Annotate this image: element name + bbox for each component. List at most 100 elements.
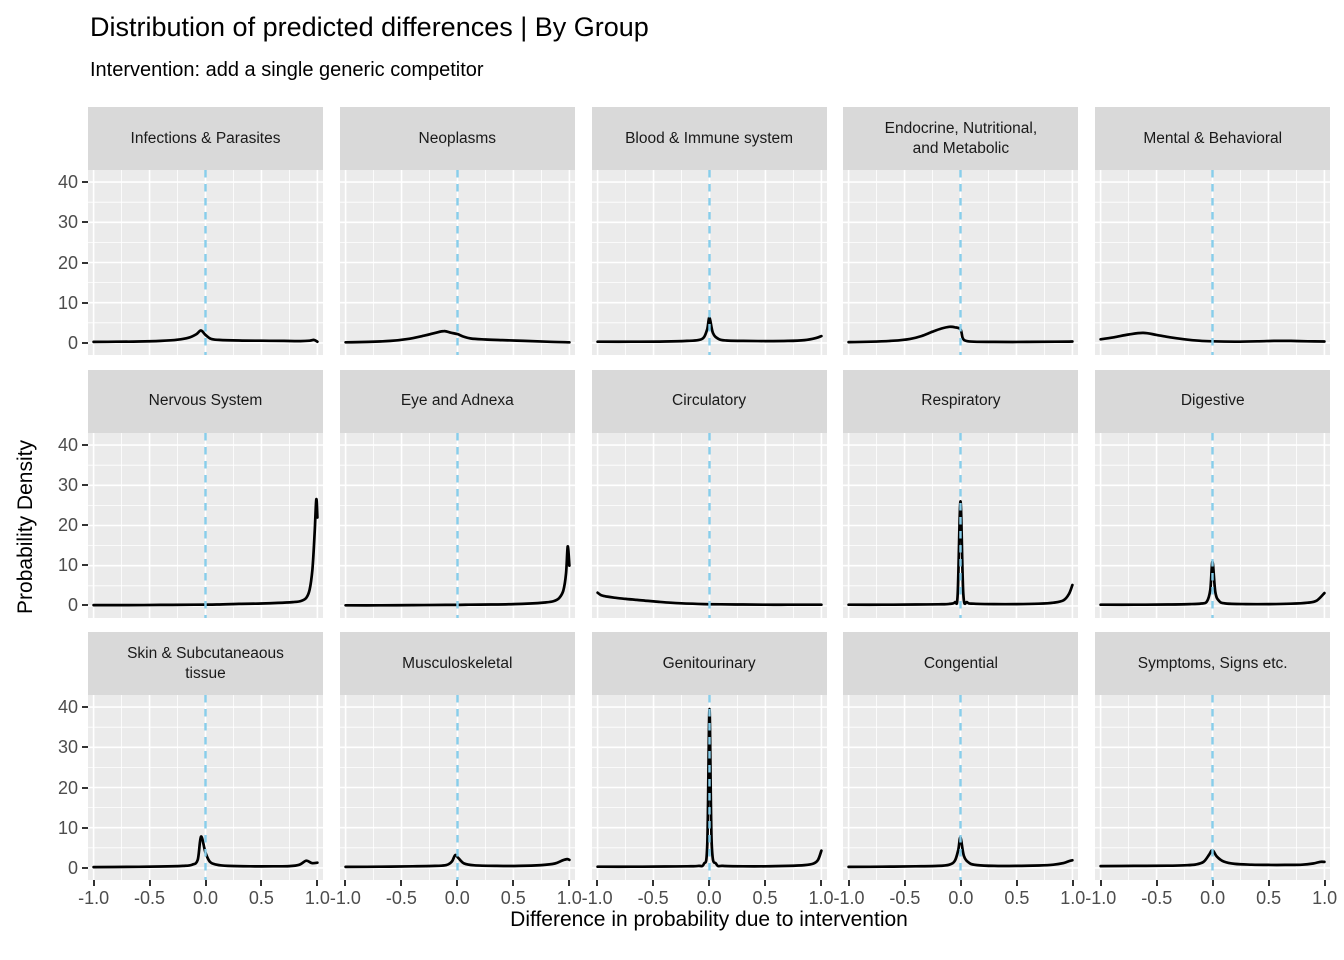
facet-mental-behavioral: Mental & Behavioral — [1095, 107, 1331, 355]
x-tick-label: 0.0 — [444, 888, 470, 908]
x-tick-label: -1.0 — [78, 888, 110, 908]
facet-strip-label: Mental & Behavioral — [1143, 129, 1283, 147]
facet-strip-label: Digestive — [1180, 392, 1245, 410]
y-tick-mark — [82, 604, 88, 607]
facet-blood-immune-system: Blood & Immune system — [591, 107, 827, 355]
x-tick-mark — [456, 880, 459, 886]
x-tick-mark — [596, 880, 599, 886]
x-tick-mark — [1071, 880, 1074, 886]
density-panel — [843, 695, 1079, 880]
density-curve — [92, 835, 319, 869]
x-tick-mark — [903, 880, 906, 886]
x-tick-label: 0.5 — [1004, 888, 1030, 908]
x-tick-mark — [764, 880, 767, 886]
density-curve — [344, 544, 571, 607]
facet-strip-label: Infections & Parasites — [130, 129, 281, 147]
x-tick-label: -1.0 — [581, 888, 613, 908]
facet-strip-label: Nervous System — [148, 392, 263, 410]
x-tick-label: 1.0 — [1312, 888, 1338, 908]
facet-strip: Mental & Behavioral — [1095, 107, 1331, 170]
facet-strip-label: Skin & Subcutaneaous tissue — [127, 645, 284, 682]
facet-congential: Congential — [843, 632, 1079, 880]
x-tick-mark — [568, 880, 571, 886]
facet-musculoskeletal: Musculoskeletal — [339, 632, 575, 880]
facet-symptoms-signs-etc: Symptoms, Signs etc. — [1095, 632, 1331, 880]
density-curve — [847, 499, 1075, 606]
x-tick-mark — [148, 880, 151, 886]
x-tick-label: -1.0 — [1085, 888, 1117, 908]
y-tick-label: 10 — [57, 292, 78, 313]
x-tick-label: -0.5 — [1141, 888, 1173, 908]
facet-eye-and-adnexa: Eye and Adnexa — [339, 369, 575, 618]
y-tick-mark — [82, 261, 88, 264]
x-tick-label: 0.0 — [948, 888, 974, 908]
x-tick-mark — [1155, 880, 1158, 886]
facet-neoplasms: Neoplasms — [339, 107, 575, 355]
x-tick-mark — [400, 880, 403, 886]
y-tick-mark — [82, 866, 88, 869]
facet-skin-subcutaneaous-tissue: Skin & Subcutaneaous tissue — [88, 632, 323, 880]
x-tick-mark — [92, 880, 95, 886]
x-tick-mark — [652, 880, 655, 886]
y-tick-label: 0 — [67, 857, 78, 878]
x-tick-mark — [260, 880, 263, 886]
x-tick-label: 0.5 — [1256, 888, 1282, 908]
plot-title: Distribution of predicted differences | … — [90, 12, 649, 42]
y-tick-mark — [82, 746, 88, 749]
x-tick-mark — [820, 880, 822, 886]
density-curve — [92, 497, 319, 606]
facet-strip: Infections & Parasites — [88, 107, 323, 170]
facet-respiratory: Respiratory — [843, 369, 1079, 618]
y-tick-label: 0 — [67, 332, 78, 353]
density-curve — [1099, 848, 1326, 868]
x-tick-mark — [1015, 880, 1018, 886]
x-tick-label: -0.5 — [889, 888, 921, 908]
facet-strip: Blood & Immune system — [591, 107, 827, 170]
x-tick-mark — [708, 880, 711, 886]
facet-strip: Genitourinary — [591, 632, 827, 695]
facet-genitourinary: Genitourinary — [591, 632, 827, 880]
facet-strip: Symptoms, Signs etc. — [1095, 632, 1331, 695]
y-tick-mark — [82, 341, 88, 344]
y-tick-label: 30 — [57, 474, 78, 495]
facet-strip-label: Congential — [923, 654, 998, 672]
facet-strip: Congential — [843, 632, 1079, 695]
facet-strip: Respiratory — [843, 369, 1079, 433]
x-tick-label: 0.5 — [500, 888, 526, 908]
facet-strip-label: Circulatory — [672, 392, 747, 410]
y-tick-mark — [82, 826, 88, 829]
x-tick-mark — [847, 880, 850, 886]
facet-strip: Skin & Subcutaneaous tissue — [88, 632, 323, 695]
facet-digestive: Digestive — [1095, 369, 1331, 618]
y-axis-title: Probability Density — [14, 440, 37, 614]
density-panel — [88, 432, 323, 618]
x-tick-label: 1.0 — [1060, 888, 1086, 908]
y-tick-mark — [82, 564, 88, 567]
facet-strip-label: Symptoms, Signs etc. — [1137, 654, 1288, 672]
facet-strip: Musculoskeletal — [339, 632, 575, 695]
x-tick-mark — [959, 880, 962, 886]
facet-nervous-system: Nervous System — [88, 369, 323, 618]
facet-strip: Eye and Adnexa — [339, 369, 575, 433]
x-tick-label: 0.0 — [696, 888, 722, 908]
facet-strip: Circulatory — [591, 369, 827, 433]
y-tick-label: 10 — [57, 555, 78, 576]
y-tick-label: 40 — [57, 434, 78, 455]
y-tick-label: 40 — [57, 172, 78, 193]
x-tick-label: -0.5 — [134, 888, 166, 908]
x-tick-label: 1.0 — [556, 888, 582, 908]
y-tick-mark — [82, 706, 88, 709]
density-panel — [339, 170, 575, 355]
x-tick-label: 1.0 — [304, 888, 330, 908]
y-tick-label: 20 — [57, 777, 78, 798]
y-tick-label: 40 — [57, 697, 78, 718]
x-tick-label: -1.0 — [329, 888, 361, 908]
density-curve — [595, 590, 823, 606]
y-tick-label: 20 — [57, 515, 78, 535]
density-curve — [92, 329, 319, 344]
y-tick-label: 30 — [57, 737, 78, 758]
facet-strip: Endocrine, Nutritional, and Metabolic — [843, 107, 1079, 170]
y-tick-mark — [82, 524, 88, 526]
x-tick-label: 0.5 — [248, 888, 274, 908]
plot-subtitle: Intervention: add a single generic compe… — [90, 59, 484, 81]
